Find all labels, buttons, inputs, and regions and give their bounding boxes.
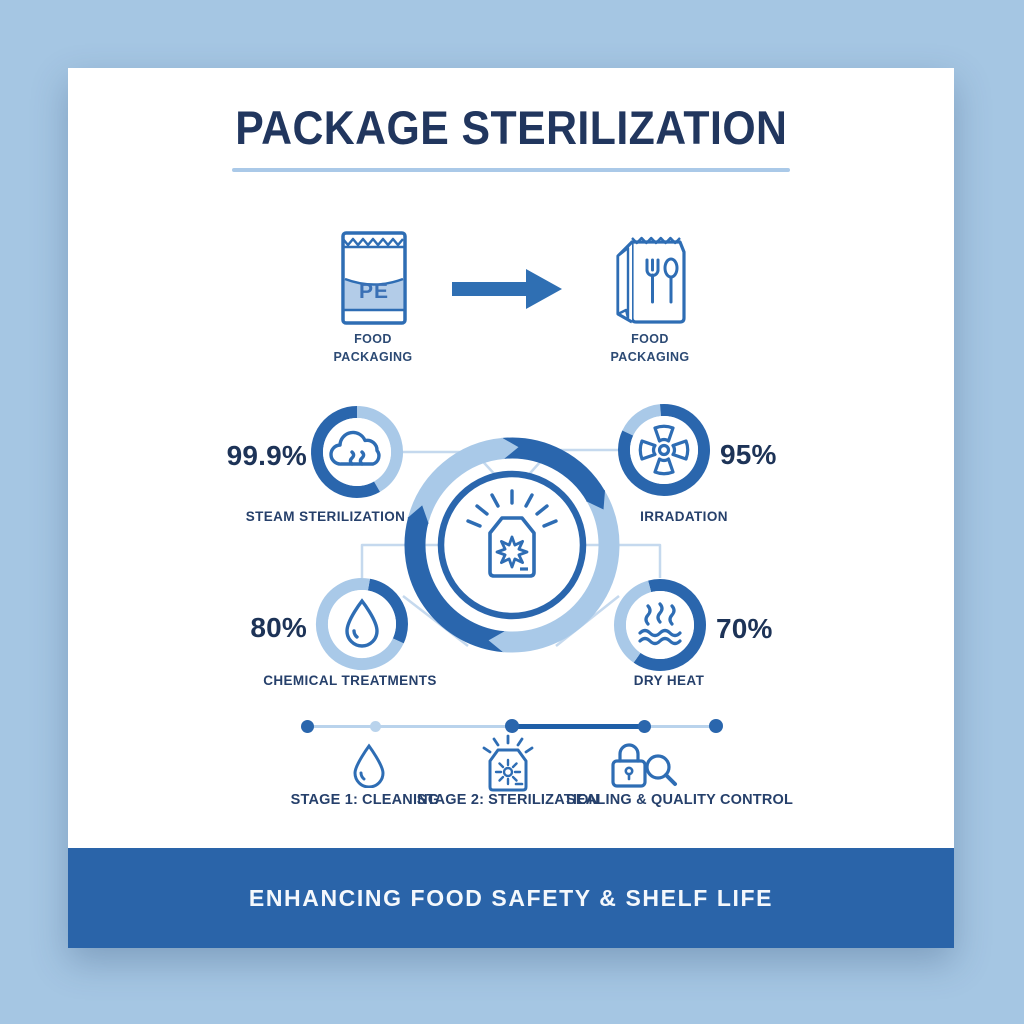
lock-shackle <box>618 743 640 763</box>
method-name: STEAM STERILIZATION <box>245 509 406 524</box>
title-underline <box>232 168 790 172</box>
sterilization-cycle-hub <box>404 437 620 653</box>
pouch-label: FOOD PACKAGING <box>610 332 690 364</box>
sterilized-package-icon <box>482 734 534 792</box>
lock-and-magnifier-icon <box>611 743 677 788</box>
droplet-icon <box>345 598 379 648</box>
method-value: 99.9% <box>226 440 307 471</box>
chemical-treatments-donut <box>316 578 408 670</box>
method-name: CHEMICAL TREATMENTS <box>263 673 437 688</box>
sealed-packet-icon <box>341 231 407 325</box>
timeline-active-segment <box>512 724 645 729</box>
timeline-dot <box>301 720 314 733</box>
sparkle-rays <box>466 489 558 528</box>
timeline-dot <box>505 719 519 733</box>
stage-label: STAGE 1: CLEANING <box>290 792 440 808</box>
irradiation-donut <box>618 404 710 496</box>
droplet-icon <box>353 743 385 788</box>
cycle-arrowhead <box>407 505 429 524</box>
magnifier-lens <box>645 754 671 780</box>
fork-and-spoon-icon <box>645 257 679 304</box>
sterilized-package-icon <box>466 489 558 578</box>
method-name: IRRADATION <box>640 509 728 524</box>
steam-sterilization-donut <box>311 406 403 498</box>
heat-waves-icon <box>638 602 682 646</box>
method-value: 70% <box>716 613 773 644</box>
steam-cloud-icon <box>329 430 381 466</box>
method-value: 80% <box>250 612 307 643</box>
footer-tagline: ENHANCING FOOD SAFETY & SHELF LIFE <box>248 884 774 911</box>
method-value: 95% <box>720 439 777 470</box>
method-name: DRY HEAT <box>633 673 705 688</box>
food-pouch-icon <box>616 236 686 324</box>
cycle-arrowhead <box>488 630 506 653</box>
timeline-dot <box>638 720 651 733</box>
stage-label: STAGE 2: STERILIZATION <box>416 792 600 808</box>
stage-label: SEALING & QUALITY CONTROL <box>566 792 794 808</box>
dry-heat-donut <box>614 579 706 671</box>
packet-label: FOOD PACKAGING <box>333 332 413 364</box>
timeline-dot <box>370 721 381 732</box>
page-title: PACKAGE STERILIZATION <box>234 101 788 154</box>
timeline-dot <box>709 719 723 733</box>
cycle-arrowhead <box>585 490 606 510</box>
cycle-arrowhead <box>501 437 519 460</box>
footer-banner: ENHANCING FOOD SAFETY & SHELF LIFE <box>68 848 954 948</box>
right-arrow-icon <box>452 269 562 309</box>
packet-material-code: PE <box>358 280 389 303</box>
radiation-icon <box>638 424 690 476</box>
